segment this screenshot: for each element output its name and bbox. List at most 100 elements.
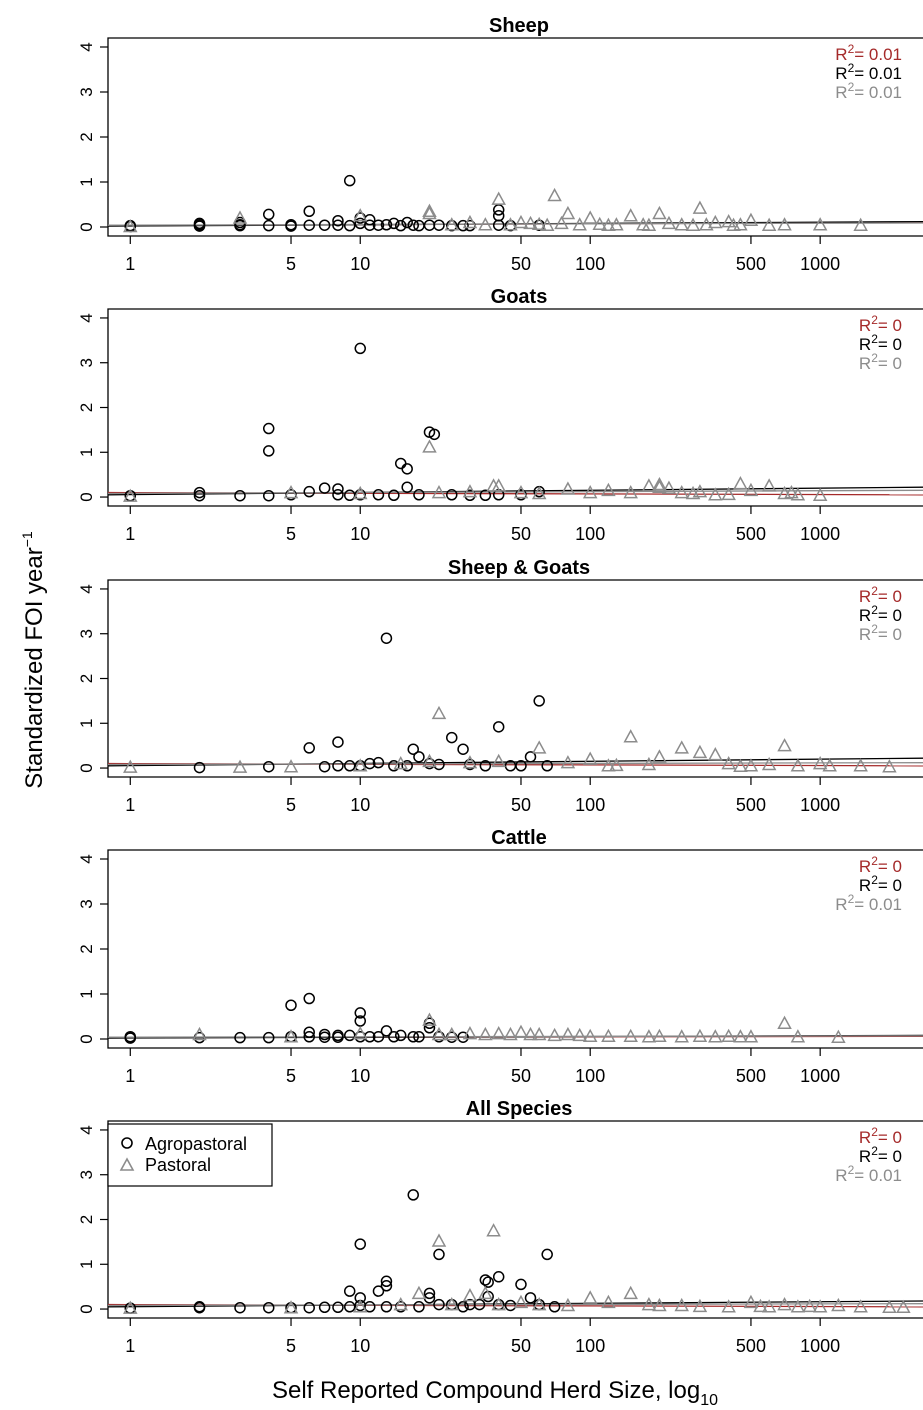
point-pastoral — [491, 1026, 506, 1040]
point-agropastoral — [533, 695, 545, 707]
point-agropastoral — [303, 742, 315, 754]
point-agropastoral — [423, 1022, 436, 1034]
y-tick-label: 0 — [77, 1304, 96, 1313]
x-tick-label: 1 — [125, 254, 135, 274]
point-pastoral — [609, 217, 624, 231]
point-agropastoral — [524, 1292, 537, 1304]
panel-title: All Species — [466, 1098, 573, 1120]
y-tick-label: 3 — [77, 87, 96, 96]
point-pastoral — [592, 216, 607, 231]
point-pastoral — [641, 1297, 657, 1311]
point-agropastoral — [423, 219, 436, 231]
point-pastoral — [721, 1299, 736, 1313]
point-pastoral — [601, 482, 616, 497]
point-agropastoral — [285, 220, 297, 232]
point-agropastoral — [234, 1301, 246, 1314]
point-agropastoral — [193, 761, 206, 774]
point-agropastoral — [479, 489, 492, 502]
panel-frame — [107, 308, 923, 507]
point-pastoral — [192, 1026, 207, 1041]
point-agropastoral — [343, 760, 356, 772]
x-tick-label: 50 — [511, 254, 531, 274]
point-agropastoral — [388, 1031, 400, 1043]
panel-title: Sheep — [489, 15, 549, 37]
y-tick-label: 2 — [77, 1215, 96, 1224]
point-agropastoral — [332, 214, 344, 227]
r2-annotation: R2= 0 — [859, 332, 902, 354]
legend-agropastoral-label: Agropastoral — [145, 1134, 247, 1154]
r2-annotation: R2= 0.01 — [835, 80, 902, 102]
x-tick-label: 10 — [350, 1336, 370, 1356]
point-pastoral — [582, 485, 598, 499]
x-tick-label: 500 — [736, 795, 766, 815]
point-agropastoral — [343, 489, 356, 502]
point-pastoral — [539, 217, 555, 231]
r2-annotation: R2= 0 — [859, 313, 902, 335]
point-agropastoral — [394, 1029, 407, 1042]
point-pastoral — [812, 217, 828, 231]
point-pastoral — [531, 216, 547, 231]
point-agropastoral — [401, 760, 413, 772]
point-pastoral — [491, 191, 506, 205]
point-agropastoral — [303, 1026, 315, 1038]
point-pastoral — [699, 217, 714, 231]
point-pastoral — [674, 217, 689, 231]
point-pastoral — [661, 215, 677, 230]
point-agropastoral — [433, 219, 445, 231]
y-tick-label: 1 — [77, 719, 96, 728]
point-agropastoral — [380, 1301, 393, 1313]
point-agropastoral — [343, 1029, 356, 1042]
point-pastoral — [853, 1299, 868, 1313]
point-agropastoral — [401, 216, 413, 229]
point-pastoral — [491, 1297, 506, 1311]
point-pastoral — [431, 705, 447, 720]
point-agropastoral — [318, 482, 331, 494]
point-pastoral — [352, 208, 368, 222]
point-agropastoral — [423, 1287, 436, 1300]
x-tick-label: 500 — [736, 1066, 766, 1086]
point-pastoral — [283, 759, 299, 773]
x-tick-label: 100 — [575, 254, 605, 274]
point-agropastoral — [372, 489, 385, 501]
point-pastoral — [733, 1029, 748, 1043]
point-agropastoral — [343, 1301, 356, 1313]
point-pastoral — [761, 756, 777, 771]
point-agropastoral — [407, 1031, 419, 1043]
point-agropastoral — [380, 1280, 393, 1292]
point-pastoral — [802, 1298, 817, 1313]
point-pastoral — [708, 747, 723, 761]
point-agropastoral — [285, 999, 297, 1011]
point-pastoral — [582, 751, 598, 765]
r2-annotation: R2= 0 — [859, 873, 902, 895]
point-pastoral — [623, 1285, 638, 1300]
point-agropastoral — [364, 1301, 376, 1313]
point-pastoral — [652, 205, 667, 220]
x-tick-label: 50 — [511, 795, 531, 815]
point-pastoral — [743, 482, 759, 497]
point-pastoral — [560, 1297, 576, 1312]
y-tick-label: 3 — [77, 899, 96, 908]
point-pastoral — [777, 1297, 792, 1311]
point-agropastoral — [548, 1301, 561, 1313]
x-tick-label: 5 — [286, 795, 296, 815]
point-pastoral — [853, 758, 868, 772]
point-agropastoral — [372, 1285, 385, 1297]
point-agropastoral — [541, 760, 553, 772]
point-agropastoral — [332, 1301, 344, 1314]
y-tick-label: 0 — [77, 492, 96, 501]
point-agropastoral — [354, 1292, 366, 1304]
y-tick-label: 4 — [77, 854, 96, 863]
y-tick-label: 2 — [77, 132, 96, 141]
x-tick-label: 50 — [511, 524, 531, 544]
point-agropastoral — [193, 217, 206, 230]
point-pastoral — [422, 203, 437, 217]
x-tick-label: 1 — [125, 524, 135, 544]
point-agropastoral — [303, 219, 315, 231]
point-agropastoral — [446, 489, 458, 501]
point-pastoral — [831, 1297, 846, 1312]
y-tick-label: 4 — [77, 1125, 96, 1134]
point-pastoral — [393, 756, 409, 770]
